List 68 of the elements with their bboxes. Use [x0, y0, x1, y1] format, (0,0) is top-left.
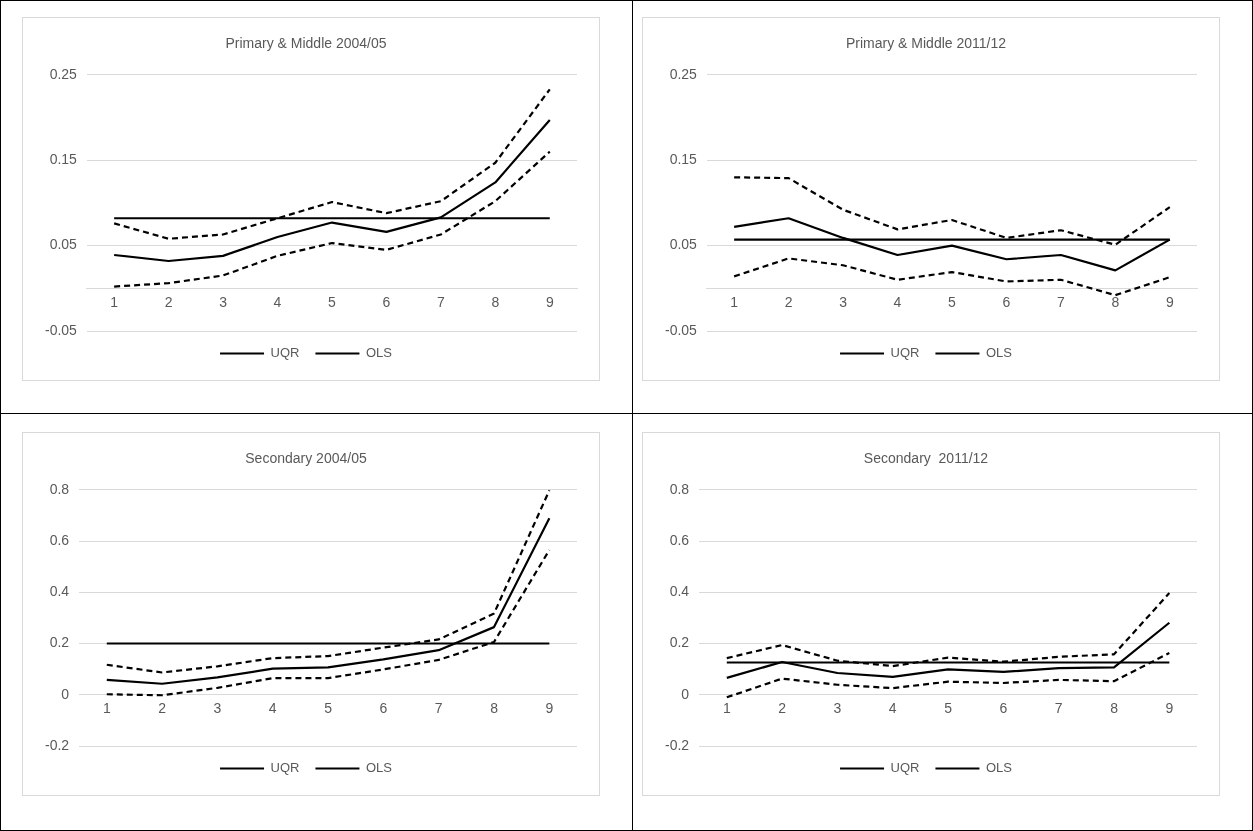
x-tick-label: 1 [102, 700, 111, 717]
x-tick-label: 7 [1056, 293, 1065, 310]
x-tick-label: 5 [948, 293, 957, 310]
y-tick-label: -0.05 [44, 321, 78, 338]
x-tick-label: 7 [1054, 700, 1063, 717]
x-tick-label: 1 [730, 293, 739, 310]
x-tick-label: 5 [328, 293, 337, 310]
x-tick-label: 6 [379, 700, 388, 717]
y-tick-label: -0.2 [665, 736, 690, 753]
legend-label: OLS [985, 345, 1013, 361]
x-tick-label: 6 [382, 293, 391, 310]
y-tick-label: 0.05 [669, 236, 698, 253]
x-tick-label: 8 [1110, 700, 1119, 717]
chart-title: Primary & Middle 2011/12 [845, 35, 1007, 52]
x-tick-label: 3 [833, 700, 842, 717]
x-tick-label: 9 [1165, 293, 1174, 310]
y-tick-label: -0.05 [664, 321, 698, 338]
y-tick-label: 0.6 [669, 531, 690, 548]
x-tick-label: 2 [164, 293, 173, 310]
x-tick-label: 8 [490, 700, 499, 717]
x-tick-label: 8 [491, 293, 500, 310]
x-tick-label: 5 [324, 700, 333, 717]
legend-label: UQR [270, 345, 300, 361]
y-tick-label: 0.15 [669, 151, 698, 168]
x-tick-label: 9 [545, 293, 554, 310]
y-tick-label: 0 [681, 685, 690, 702]
x-tick-label: 9 [1165, 700, 1174, 717]
x-tick-label: 9 [545, 700, 554, 717]
chart-title: Primary & Middle 2004/05 [225, 35, 387, 52]
y-tick-label: 0.8 [49, 480, 70, 497]
x-tick-label: 6 [1002, 293, 1011, 310]
y-tick-label: 0.25 [669, 65, 698, 82]
y-tick-label: 0.4 [669, 583, 690, 600]
x-tick-label: 4 [273, 293, 282, 310]
y-tick-label: -0.2 [45, 736, 70, 753]
y-tick-label: 0.8 [669, 480, 690, 497]
y-tick-label: 0 [61, 685, 70, 702]
y-tick-label: 0.05 [49, 236, 78, 253]
x-tick-label: 7 [434, 700, 443, 717]
x-tick-label: 5 [944, 700, 953, 717]
x-tick-label: 1 [110, 293, 119, 310]
y-tick-label: 0.6 [49, 531, 70, 548]
y-tick-label: 0.4 [49, 583, 70, 600]
x-tick-label: 4 [893, 293, 902, 310]
x-tick-label: 1 [722, 700, 731, 717]
x-tick-label: 7 [436, 293, 445, 310]
chart-title: Secondary 2011/12 [863, 450, 989, 467]
x-tick-label: 6 [999, 700, 1008, 717]
legend-label: UQR [890, 760, 920, 776]
x-tick-label: 2 [784, 293, 793, 310]
y-tick-label: 0.25 [49, 65, 78, 82]
legend-label: UQR [270, 760, 300, 776]
x-tick-label: 8 [1111, 293, 1120, 310]
legend-label: UQR [890, 345, 920, 361]
y-tick-label: 0.2 [49, 634, 70, 651]
legend-label: OLS [985, 760, 1013, 776]
legend-label: OLS [365, 760, 393, 776]
y-tick-label: 0.15 [49, 151, 78, 168]
x-tick-label: 4 [888, 700, 897, 717]
y-tick-label: 0.2 [669, 634, 690, 651]
legend-label: OLS [365, 345, 393, 361]
x-tick-label: 2 [778, 700, 787, 717]
x-tick-label: 3 [839, 293, 848, 310]
x-tick-label: 4 [268, 700, 277, 717]
chart-title: Secondary 2004/05 [245, 450, 367, 467]
x-tick-label: 3 [213, 700, 222, 717]
x-tick-label: 3 [219, 293, 228, 310]
x-tick-label: 2 [158, 700, 167, 717]
